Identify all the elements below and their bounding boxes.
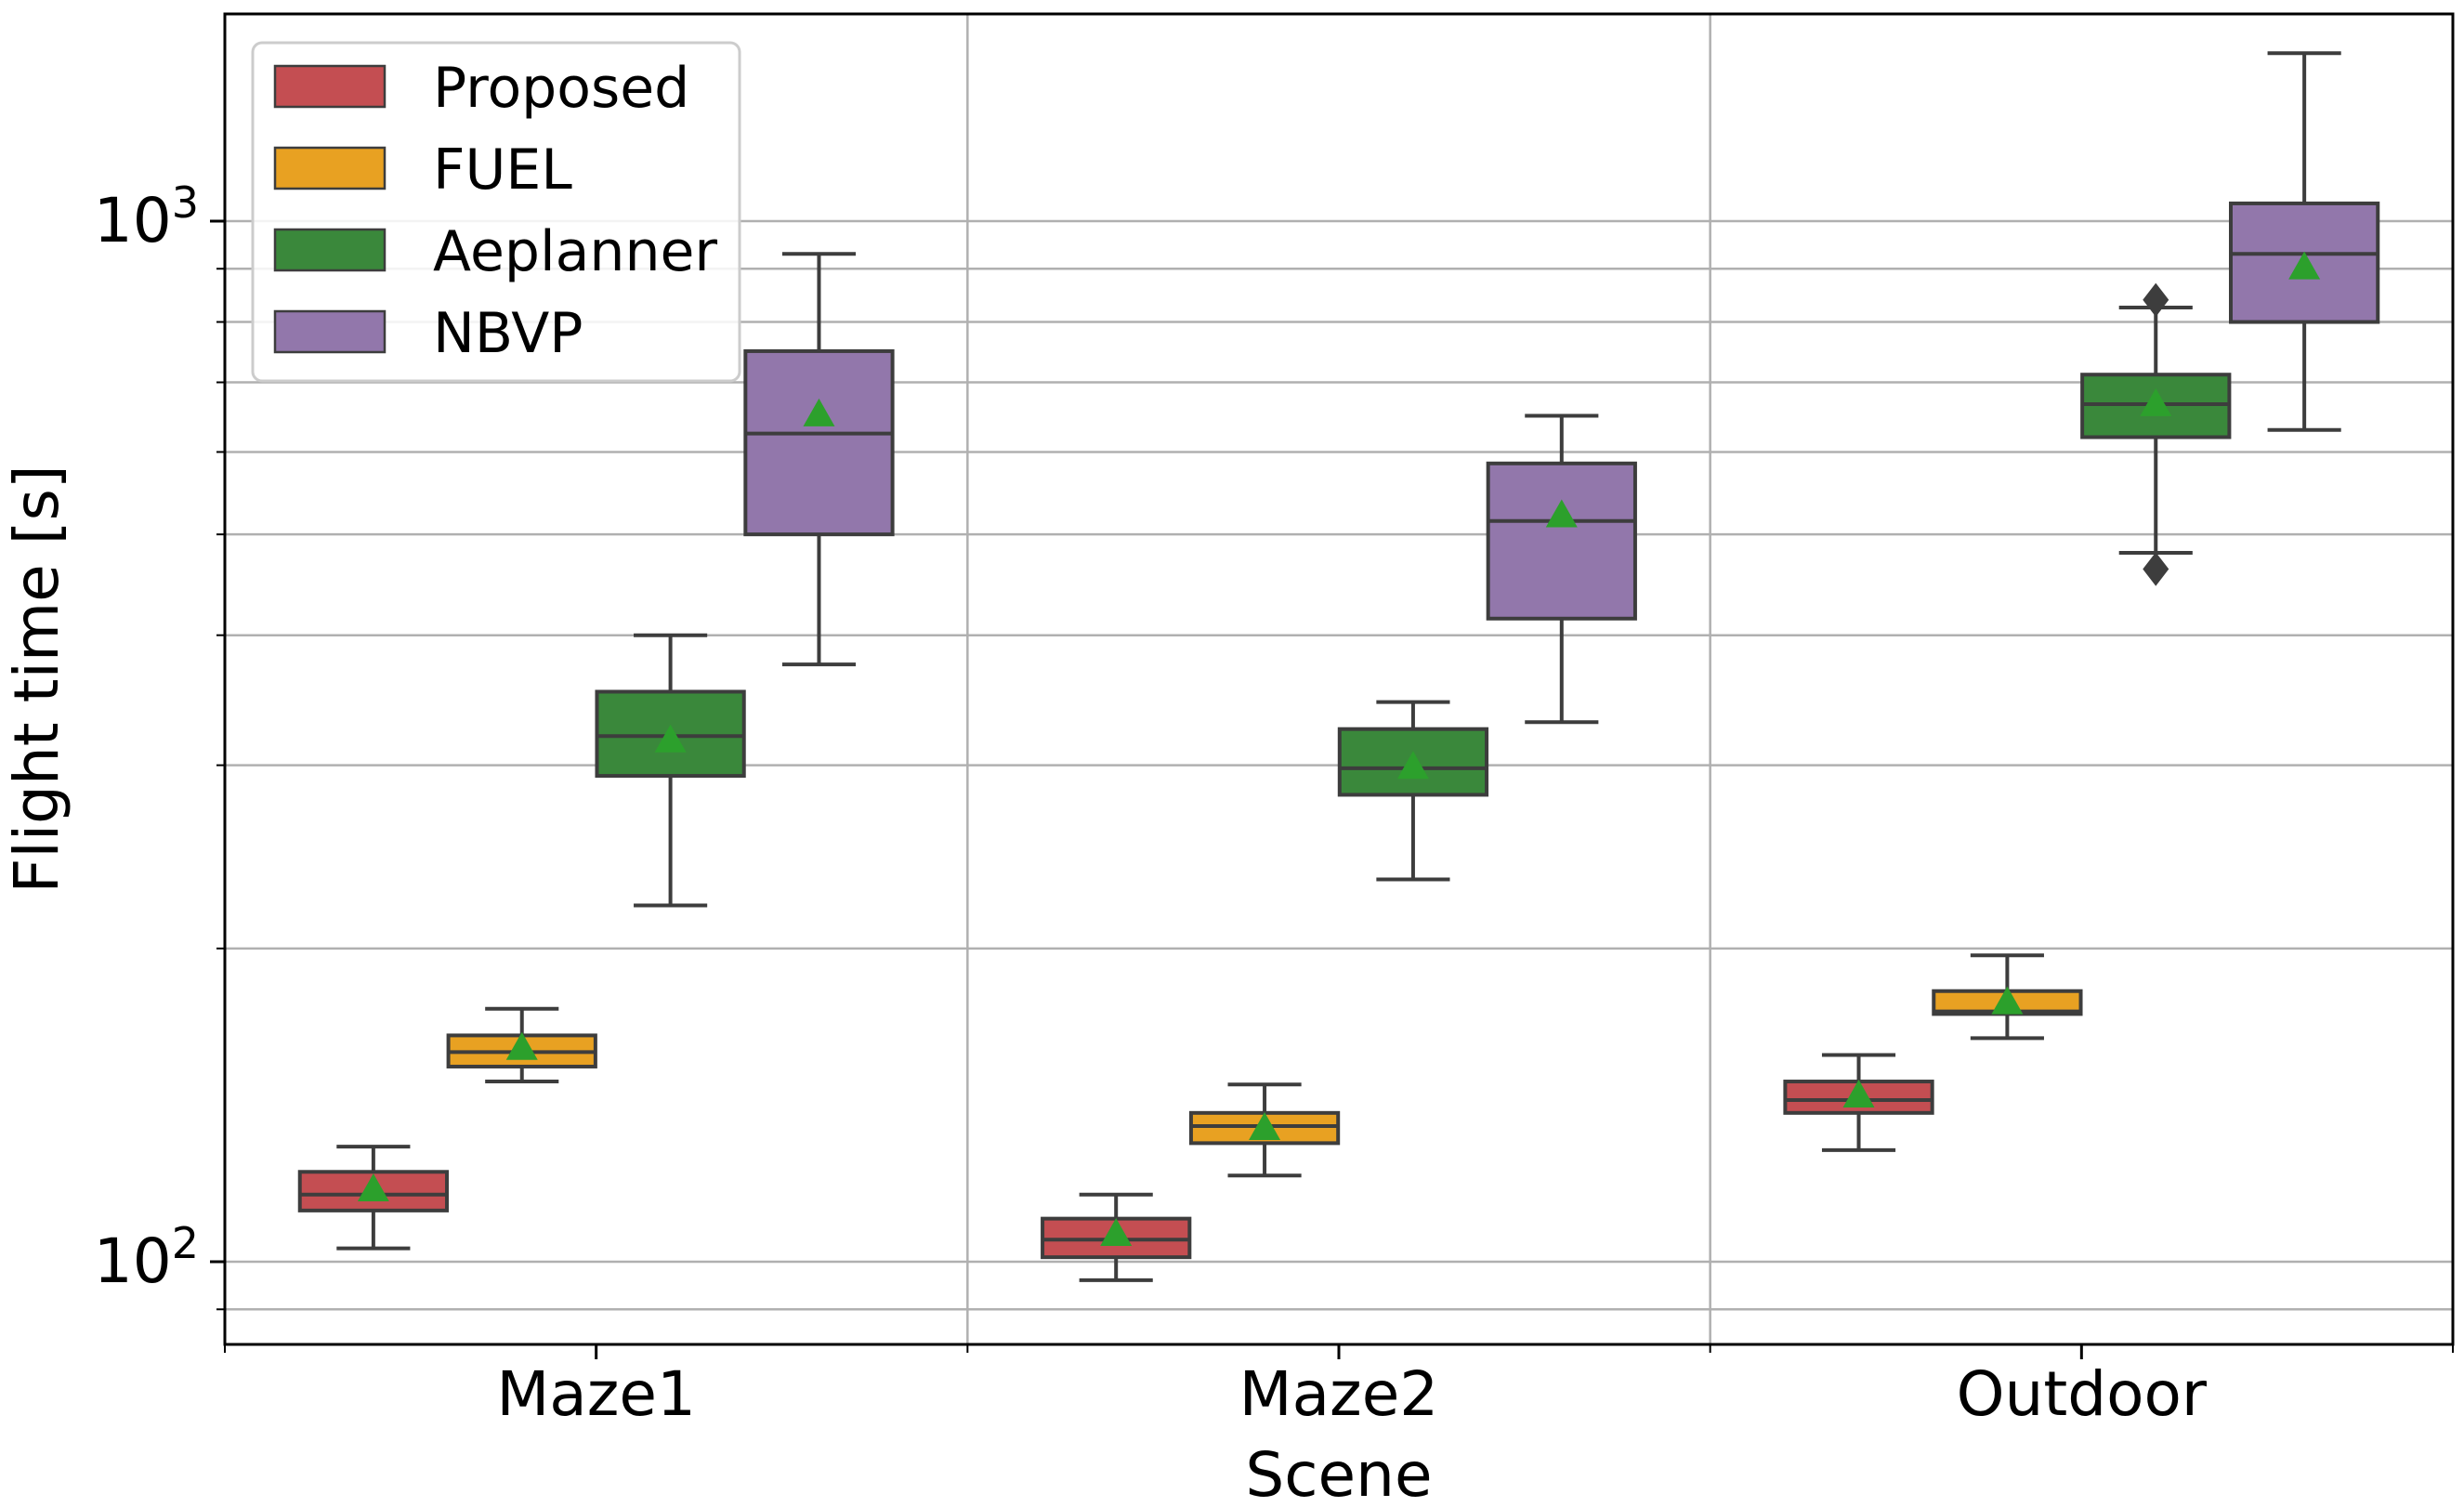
box-proposed-maze1 [297,1145,450,1251]
mean-marker [1991,986,2024,1015]
box-proposed-maze2 [1041,1192,1192,1282]
mean-marker [654,724,687,753]
box-iqr [743,348,895,537]
x-tick-label: Maze1 [496,1358,696,1430]
box-fuel-maze1 [446,1006,597,1084]
legend-label: Proposed [433,56,689,121]
mean-marker [1100,1218,1133,1247]
legend-swatch [273,228,387,272]
legend-swatch [273,309,387,354]
legend-entry-nbvp: NBVP [273,301,583,366]
outlier-marker [2143,282,2169,318]
legend: Proposed FUEL Aeplanner NBVP [251,41,741,383]
x-axis-label: Scene [1245,1439,1432,1507]
mean-marker [1249,1112,1281,1141]
y-axis-label: Flight time [s] [1,465,72,893]
mean-marker [357,1173,389,1202]
mean-marker [1396,751,1429,780]
box-aeplanner-maze1 [595,633,746,908]
legend-frame [251,41,741,383]
box-fuel-maze2 [1188,1082,1341,1178]
legend-entries: Proposed FUEL Aeplanner NBVP [273,56,717,366]
box-fuel-outdoor [1932,953,2083,1041]
legend-entry-proposed: Proposed [273,56,689,121]
box-aeplanner-maze2 [1337,700,1489,882]
box-proposed-outdoor [1783,1053,1934,1152]
legend-swatch [273,146,387,190]
box-nbvp-maze2 [1486,413,1637,725]
boxes-layer [297,51,2380,1282]
y-tick-label: 103 [94,177,199,256]
box-aeplanner-outdoor [2080,282,2232,586]
legend-entry-aeplanner: Aeplanner [273,219,717,284]
outlier-marker [2143,552,2169,586]
mean-marker [2140,387,2172,416]
x-tick-label: Outdoor [1957,1358,2208,1430]
ticks-layer: 102 103 Maze1 Maze2 Outdoor [94,177,2454,1430]
legend-label: Aeplanner [433,219,717,284]
mean-marker [1842,1080,1875,1108]
legend-label: NBVP [433,301,583,366]
y-tick-label: 102 [94,1218,199,1297]
box-iqr [1486,461,1637,621]
legend-entry-fuel: FUEL [273,138,572,203]
box-nbvp-outdoor [2228,51,2380,432]
x-tick-label: Maze2 [1239,1358,1439,1430]
mean-marker [505,1031,538,1060]
mean-marker [803,398,835,426]
mean-marker [1545,499,1578,528]
legend-label: FUEL [433,138,572,203]
legend-swatch [273,64,387,109]
mean-marker [2288,251,2321,280]
box-nbvp-maze1 [743,252,895,667]
